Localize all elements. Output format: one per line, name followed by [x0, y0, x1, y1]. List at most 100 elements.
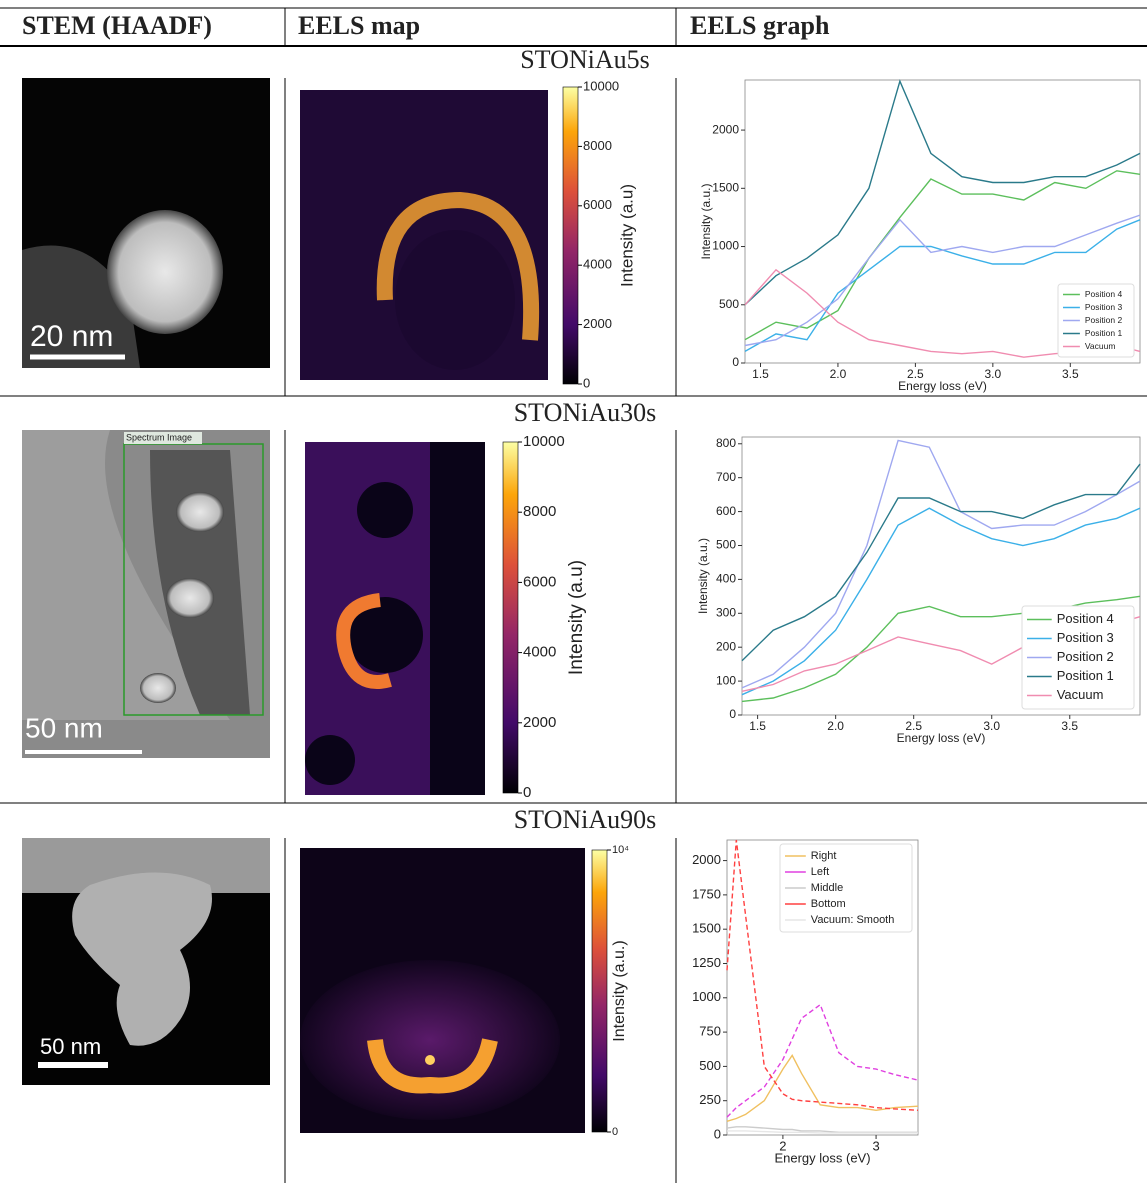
stem-image: 20 nm: [22, 78, 270, 368]
colorbar-tick-label: 2000: [583, 316, 612, 331]
legend-label: Position 1: [1085, 328, 1123, 338]
x-tick-label: 1.5: [752, 367, 769, 381]
x-tick-label: 3.0: [983, 719, 1000, 733]
y-axis-label: Intensity (a.u.): [696, 538, 710, 614]
y-tick-label: 1500: [692, 921, 721, 936]
colorbar-tick-label: 6000: [583, 197, 612, 212]
x-tick-label: 3.5: [1061, 719, 1078, 733]
data-line: [744, 170, 1141, 341]
y-tick-label: 700: [716, 470, 736, 484]
y-tick-label: 600: [716, 504, 736, 518]
scale-bar-label: 20 nm: [30, 320, 113, 353]
colorbar: [591, 849, 608, 1133]
plot-frame: [741, 436, 1141, 716]
sample-name: STONiAu30s: [514, 398, 657, 427]
x-axis-label: Energy loss (eV): [774, 1150, 870, 1165]
x-axis-label: Energy loss (eV): [898, 379, 987, 393]
y-tick-label: 250: [699, 1092, 721, 1107]
y-tick-label: 300: [716, 605, 736, 619]
legend-box: [779, 843, 913, 933]
legend-label: Bottom: [811, 898, 846, 910]
column-header: EELS map: [298, 11, 420, 40]
y-tick-label: 500: [719, 297, 739, 311]
colorbar-tick-label: 6000: [523, 573, 556, 590]
colorbar-label: Intensity (a.u): [566, 560, 587, 675]
colorbar-tick-label: 0: [523, 784, 531, 801]
colorbar: [562, 86, 579, 385]
legend-label: Position 2: [1085, 315, 1123, 325]
colorbar-tick-label: 0: [612, 1126, 618, 1138]
y-tick-label: 1000: [712, 239, 739, 253]
data-line: [727, 1130, 918, 1134]
data-line: [741, 507, 1141, 696]
y-tick-label: 2000: [712, 122, 739, 136]
data-line: [741, 595, 1141, 703]
y-tick-label: 200: [716, 639, 736, 653]
legend-label: Vacuum: [1057, 687, 1104, 702]
legend-box: [1057, 283, 1135, 358]
legend-label: Position 1: [1057, 668, 1114, 683]
y-tick-label: 500: [716, 538, 736, 552]
y-axis-label: Intensity (a.u.): [699, 183, 713, 259]
legend-label: Vacuum: Smooth: [811, 914, 895, 926]
stem-image: 50 nm: [22, 838, 270, 1085]
legend-label: Vacuum: [1085, 341, 1116, 351]
stem-label: Spectrum Image: [126, 432, 192, 442]
scale-bar-label: 50 nm: [40, 1034, 101, 1059]
data-line: [726, 1003, 919, 1118]
data-line: [744, 219, 1141, 353]
y-tick-label: 1250: [692, 955, 721, 970]
scale-bar-label: 50 nm: [25, 712, 103, 743]
colorbar-tick-label: 8000: [523, 503, 556, 520]
colorbar: [502, 441, 519, 794]
column-header: EELS graph: [690, 11, 830, 40]
data-line: [726, 839, 919, 1111]
legend-label: Position 3: [1085, 302, 1123, 312]
legend-label: Position 3: [1057, 630, 1114, 645]
x-tick-label: 2.0: [830, 367, 847, 381]
column-header: STEM (HAADF): [22, 11, 212, 40]
y-tick-label: 0: [729, 707, 736, 721]
x-tick-label: 2.5: [907, 367, 924, 381]
data-line: [744, 214, 1141, 347]
x-tick-label: 1.5: [749, 719, 766, 733]
legend-label: Position 2: [1057, 649, 1114, 664]
colorbar-tick-label: 10000: [583, 78, 619, 93]
data-line: [744, 79, 1141, 306]
table-lines: [0, 7, 1147, 1183]
x-tick-label: 3.5: [1062, 367, 1079, 381]
colorbar-tick-label: 4000: [523, 644, 556, 661]
y-tick-label: 1000: [692, 989, 721, 1004]
y-tick-label: 1750: [692, 886, 721, 901]
data-line: [741, 439, 1141, 689]
sample-name: STONiAu5s: [520, 45, 650, 74]
plot-frame: [744, 79, 1141, 364]
y-tick-label: 800: [716, 436, 736, 450]
data-line: [741, 463, 1141, 662]
colorbar-tick-label: 0: [583, 375, 590, 390]
x-tick-label: 2: [779, 1138, 786, 1153]
colorbar-label: Intensity (a.u.): [611, 940, 628, 1041]
eels-map: [300, 848, 585, 1133]
eels-map: [300, 90, 548, 380]
y-tick-label: 100: [716, 673, 736, 687]
colorbar-tick-label: 2000: [523, 714, 556, 731]
y-tick-label: 400: [716, 572, 736, 586]
plot-frame: [726, 839, 919, 1136]
stem-image: Spectrum Image 50 nm: [22, 430, 270, 758]
legend-label: Right: [811, 850, 837, 862]
legend-box: [1021, 605, 1135, 710]
x-tick-label: 3.0: [984, 367, 1001, 381]
x-axis-label: Energy loss (eV): [897, 731, 986, 745]
y-tick-label: 2000: [692, 852, 721, 867]
y-tick-label: 1500: [712, 180, 739, 194]
colorbar-tick-label: 4000: [583, 257, 612, 272]
x-tick-label: 3: [872, 1138, 879, 1153]
y-tick-label: 0: [714, 1126, 721, 1141]
colorbar-tick-label: 10⁴: [612, 844, 629, 856]
legend-label: Position 4: [1057, 611, 1114, 626]
legend-label: Middle: [811, 882, 843, 894]
colorbar-tick-label: 8000: [583, 138, 612, 153]
legend-label: Position 4: [1085, 289, 1123, 299]
